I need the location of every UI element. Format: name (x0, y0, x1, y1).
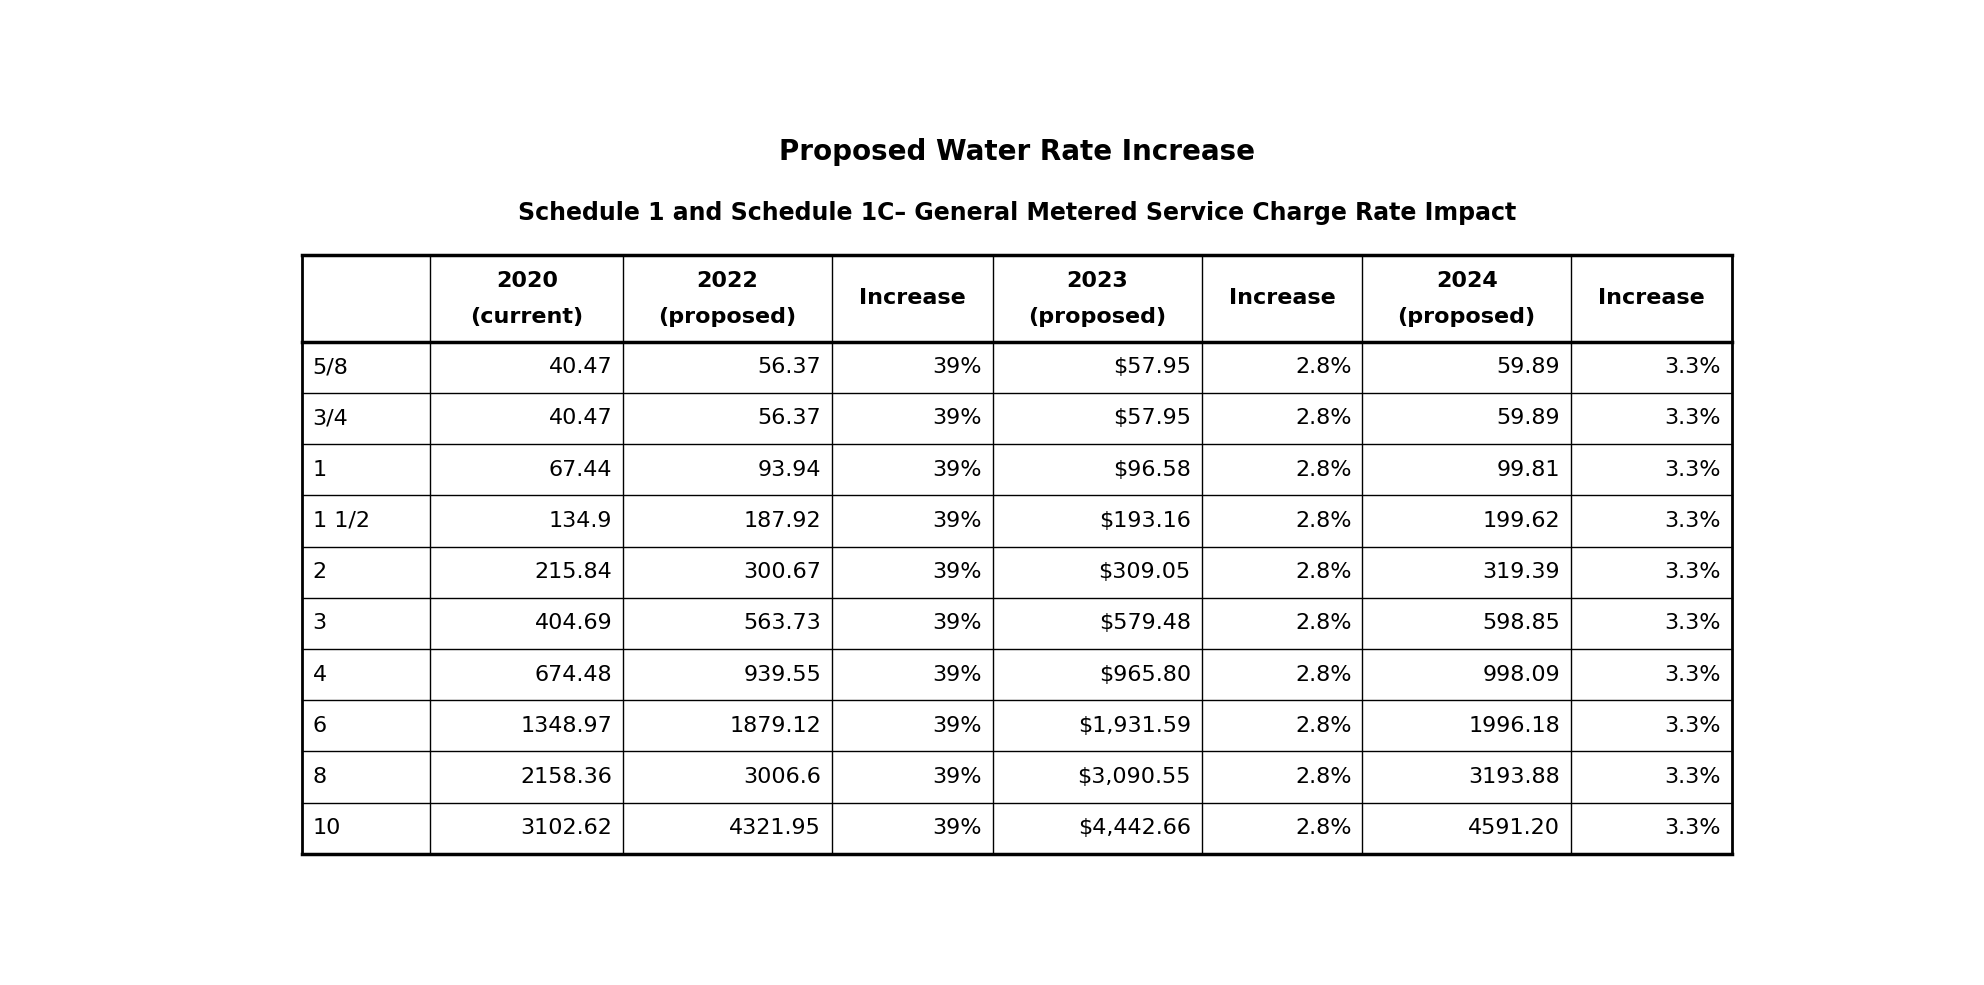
Text: 998.09: 998.09 (1482, 665, 1559, 685)
Text: 4321.95: 4321.95 (730, 819, 821, 838)
Text: 2: 2 (313, 562, 327, 582)
Text: 3.3%: 3.3% (1665, 460, 1720, 480)
Text: (proposed): (proposed) (1028, 307, 1167, 327)
Text: 2.8%: 2.8% (1296, 562, 1351, 582)
Text: 215.84: 215.84 (534, 562, 613, 582)
Text: $309.05: $309.05 (1099, 562, 1190, 582)
Text: 39%: 39% (932, 358, 982, 377)
Text: 404.69: 404.69 (534, 614, 613, 633)
Text: 3.3%: 3.3% (1665, 767, 1720, 787)
Text: 3: 3 (313, 614, 327, 633)
Text: 2158.36: 2158.36 (520, 767, 613, 787)
Text: 59.89: 59.89 (1496, 409, 1559, 428)
Text: 39%: 39% (932, 614, 982, 633)
Text: 319.39: 319.39 (1482, 562, 1559, 582)
Text: 3.3%: 3.3% (1665, 511, 1720, 531)
Text: 563.73: 563.73 (744, 614, 821, 633)
Text: 39%: 39% (932, 716, 982, 736)
Text: 56.37: 56.37 (758, 358, 821, 377)
Text: 3.3%: 3.3% (1665, 716, 1720, 736)
Text: 1348.97: 1348.97 (520, 716, 613, 736)
Text: (current): (current) (470, 307, 583, 327)
Text: 3.3%: 3.3% (1665, 819, 1720, 838)
Text: $965.80: $965.80 (1099, 665, 1190, 685)
Text: 39%: 39% (932, 767, 982, 787)
Text: 39%: 39% (932, 665, 982, 685)
Text: 59.89: 59.89 (1496, 358, 1559, 377)
Text: $96.58: $96.58 (1113, 460, 1190, 480)
Text: 5/8: 5/8 (313, 358, 349, 377)
Text: 2.8%: 2.8% (1296, 614, 1351, 633)
Text: 300.67: 300.67 (744, 562, 821, 582)
Text: 2.8%: 2.8% (1296, 409, 1351, 428)
Text: (proposed): (proposed) (659, 307, 798, 327)
Text: $3,090.55: $3,090.55 (1077, 767, 1190, 787)
Text: 39%: 39% (932, 819, 982, 838)
Text: $57.95: $57.95 (1113, 409, 1190, 428)
Text: 56.37: 56.37 (758, 409, 821, 428)
Text: 3102.62: 3102.62 (520, 819, 613, 838)
Text: 2022: 2022 (696, 271, 758, 291)
Text: Proposed Water Rate Increase: Proposed Water Rate Increase (780, 138, 1254, 166)
Text: 2024: 2024 (1436, 271, 1498, 291)
Text: 187.92: 187.92 (744, 511, 821, 531)
Text: 199.62: 199.62 (1482, 511, 1559, 531)
Text: 3006.6: 3006.6 (744, 767, 821, 787)
Text: 134.9: 134.9 (550, 511, 613, 531)
Text: Increase: Increase (1228, 289, 1335, 308)
Text: $579.48: $579.48 (1099, 614, 1190, 633)
Text: 10: 10 (313, 819, 341, 838)
Text: 939.55: 939.55 (744, 665, 821, 685)
Text: 40.47: 40.47 (550, 358, 613, 377)
Text: 40.47: 40.47 (550, 409, 613, 428)
Text: 2.8%: 2.8% (1296, 665, 1351, 685)
Text: 2023: 2023 (1065, 271, 1129, 291)
Text: 1: 1 (313, 460, 327, 480)
Text: 3.3%: 3.3% (1665, 665, 1720, 685)
Text: 1879.12: 1879.12 (730, 716, 821, 736)
Text: 39%: 39% (932, 460, 982, 480)
Text: 8: 8 (313, 767, 327, 787)
Text: (proposed): (proposed) (1397, 307, 1536, 327)
Text: 39%: 39% (932, 511, 982, 531)
Text: 1 1/2: 1 1/2 (313, 511, 369, 531)
Text: 4591.20: 4591.20 (1468, 819, 1559, 838)
Text: 39%: 39% (932, 409, 982, 428)
Text: 3193.88: 3193.88 (1468, 767, 1559, 787)
Text: 2.8%: 2.8% (1296, 716, 1351, 736)
Text: 4: 4 (313, 665, 327, 685)
Text: 67.44: 67.44 (550, 460, 613, 480)
Text: 674.48: 674.48 (536, 665, 613, 685)
Text: 3.3%: 3.3% (1665, 614, 1720, 633)
Text: Increase: Increase (859, 289, 966, 308)
Text: 3.3%: 3.3% (1665, 562, 1720, 582)
Text: 2.8%: 2.8% (1296, 358, 1351, 377)
Text: $4,442.66: $4,442.66 (1077, 819, 1190, 838)
Text: 3/4: 3/4 (313, 409, 349, 428)
Text: 3.3%: 3.3% (1665, 358, 1720, 377)
Text: 1996.18: 1996.18 (1468, 716, 1559, 736)
Text: $1,931.59: $1,931.59 (1077, 716, 1190, 736)
Text: 6: 6 (313, 716, 327, 736)
Text: 2.8%: 2.8% (1296, 460, 1351, 480)
Text: 598.85: 598.85 (1482, 614, 1559, 633)
Text: 2.8%: 2.8% (1296, 767, 1351, 787)
Text: 99.81: 99.81 (1496, 460, 1559, 480)
Text: $57.95: $57.95 (1113, 358, 1190, 377)
Text: 2020: 2020 (496, 271, 558, 291)
Text: Schedule 1 and Schedule 1C– General Metered Service Charge Rate Impact: Schedule 1 and Schedule 1C– General Mete… (518, 201, 1516, 225)
Text: 39%: 39% (932, 562, 982, 582)
Text: 3.3%: 3.3% (1665, 409, 1720, 428)
Text: 2.8%: 2.8% (1296, 819, 1351, 838)
Text: 2.8%: 2.8% (1296, 511, 1351, 531)
Text: Increase: Increase (1597, 289, 1704, 308)
Text: 93.94: 93.94 (758, 460, 821, 480)
Text: $193.16: $193.16 (1099, 511, 1190, 531)
